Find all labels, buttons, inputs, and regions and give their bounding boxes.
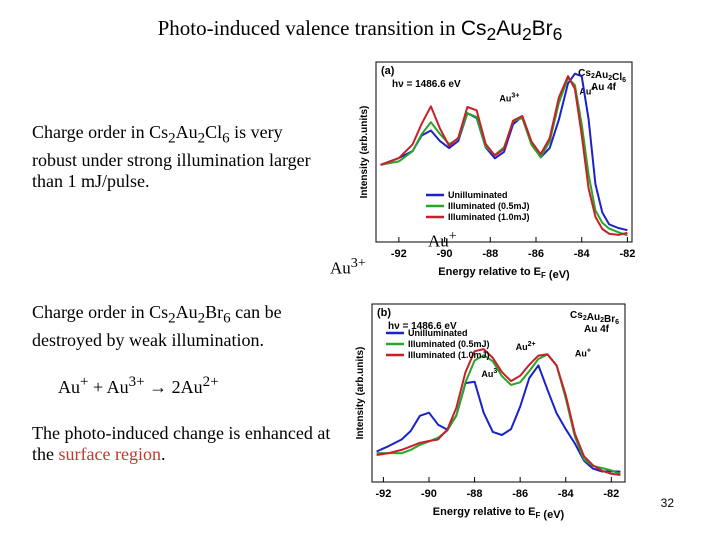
x-axis-label: Energy relative to EF (eV) (438, 266, 570, 281)
x-tick-label: -90 (437, 248, 453, 260)
series-line-1 (376, 364, 621, 473)
core-level-label: Au 4f (591, 82, 617, 93)
x-tick-label: -86 (528, 248, 544, 260)
label-au-plus: Au+ (428, 228, 457, 251)
x-tick-label: -92 (375, 488, 391, 500)
page-number: 32 (660, 496, 674, 510)
photon-energy: hν = 1486.6 eV (392, 79, 461, 90)
peak-label: Au2+ (516, 341, 536, 352)
peak-label: Au+ (575, 348, 591, 359)
plot-frame (371, 303, 626, 483)
panel-label: (b) (377, 307, 391, 319)
title-formula: Cs2Au2Br6 (460, 17, 563, 45)
text-br-destroyed: Charge order in Cs2Au2Br6 can be destroy… (32, 302, 282, 350)
legend-entry: Unilluminated (408, 328, 468, 338)
x-tick-label: -88 (467, 488, 483, 500)
y-axis-label: Intensity (arb.units) (355, 347, 366, 440)
peak-label: Au3+ (481, 368, 501, 379)
legend-entry: Illuminated (0.5mJ) (448, 201, 530, 211)
x-tick-label: -92 (391, 248, 407, 260)
legend-entry: Unilluminated (448, 190, 508, 200)
reaction-equation: Au+ + Au3+ → 2Au2+ (58, 374, 219, 397)
panel-label: (a) (381, 65, 395, 77)
photon-energy: hν = 1486.6 eV (388, 321, 457, 332)
text2-formula: Cs2Au2Br6 (149, 302, 231, 327)
core-level-label: Au 4f (584, 324, 610, 335)
surface-highlight: surface region (58, 444, 161, 464)
peak-label: Au3+ (499, 92, 519, 103)
x-axis-label: Energy relative to EF (eV) (433, 506, 565, 521)
x-tick-label: -88 (482, 248, 498, 260)
slide-title: Photo-induced valence transition in Cs2A… (157, 16, 563, 45)
series-line-3 (376, 348, 621, 476)
text-cl-robust: Charge order in Cs2Au2Cl6 is very robust… (32, 122, 311, 191)
x-tick-label: -82 (619, 248, 635, 260)
x-tick-label: -86 (512, 488, 528, 500)
series-line-3 (380, 75, 628, 236)
x-tick-label: -84 (574, 248, 591, 260)
x-tick-label: -82 (603, 488, 619, 500)
x-tick-label: -90 (421, 488, 437, 500)
text-surface: The photo-induced change is enhanced at … (32, 423, 331, 464)
text1-formula: Cs2Au2Cl6 (149, 122, 230, 147)
label-au3-plus: Au3+ (330, 255, 366, 278)
legend-entry: Illuminated (0.5mJ) (408, 339, 490, 349)
x-tick-label: -84 (558, 488, 575, 500)
xps-chart-cl: -92 -90 -88 -86 -84 -82 Energy relative to EF … (359, 61, 635, 281)
peak-label: Au+ (579, 86, 595, 97)
series-line-2 (380, 77, 628, 237)
y-axis-label: Intensity (arb.units) (359, 106, 370, 199)
legend-entry: Illuminated (1.0mJ) (448, 212, 530, 222)
legend-entry: Illuminated (1.0mJ) (408, 350, 490, 360)
series-line-2 (376, 353, 621, 476)
xps-chart-br: -92 -90 -88 -86 -84 -82 Energy relative to EF … (355, 303, 626, 521)
plot-frame (375, 61, 633, 243)
